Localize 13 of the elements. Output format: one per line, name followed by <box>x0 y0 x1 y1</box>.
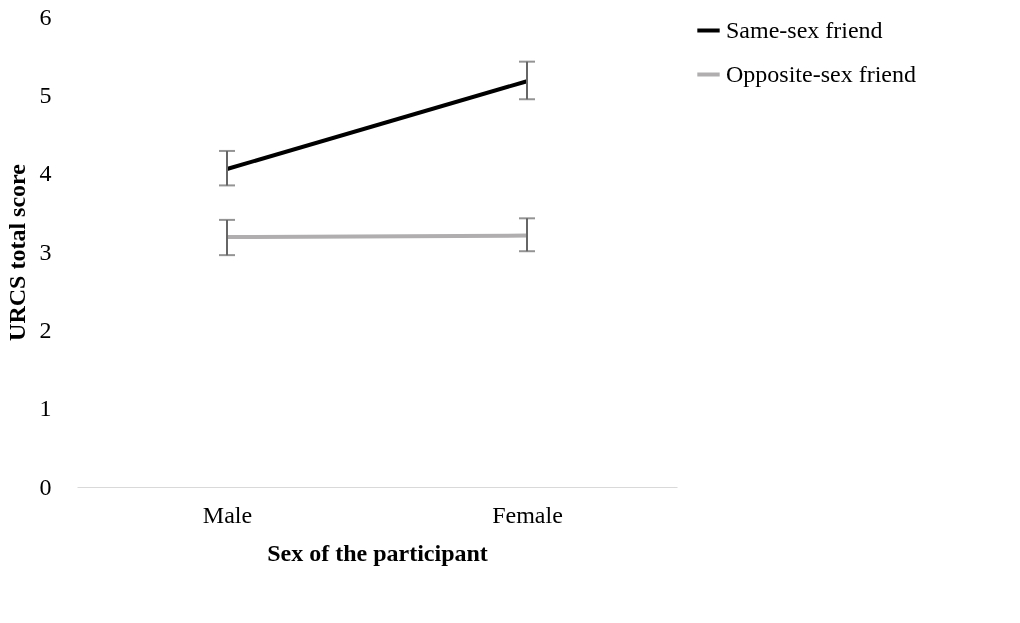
y-tick-label: 1 <box>39 395 52 422</box>
y-tick-label: 6 <box>39 3 52 30</box>
y-tick-label: 0 <box>39 473 52 500</box>
legend-label: Same-sex friend <box>726 16 883 43</box>
x-tick-label: Female <box>492 501 563 528</box>
y-tick-label: 5 <box>39 81 52 108</box>
y-tick-label: 3 <box>39 238 52 265</box>
x-tick-label: Male <box>202 501 253 528</box>
y-tick-label: 2 <box>39 316 52 343</box>
legend-label: Opposite-sex friend <box>726 60 916 87</box>
y-tick-label: 4 <box>39 160 52 187</box>
x-axis-title: Sex of the participant <box>267 539 488 566</box>
y-axis-title: URCS total score <box>3 163 30 341</box>
